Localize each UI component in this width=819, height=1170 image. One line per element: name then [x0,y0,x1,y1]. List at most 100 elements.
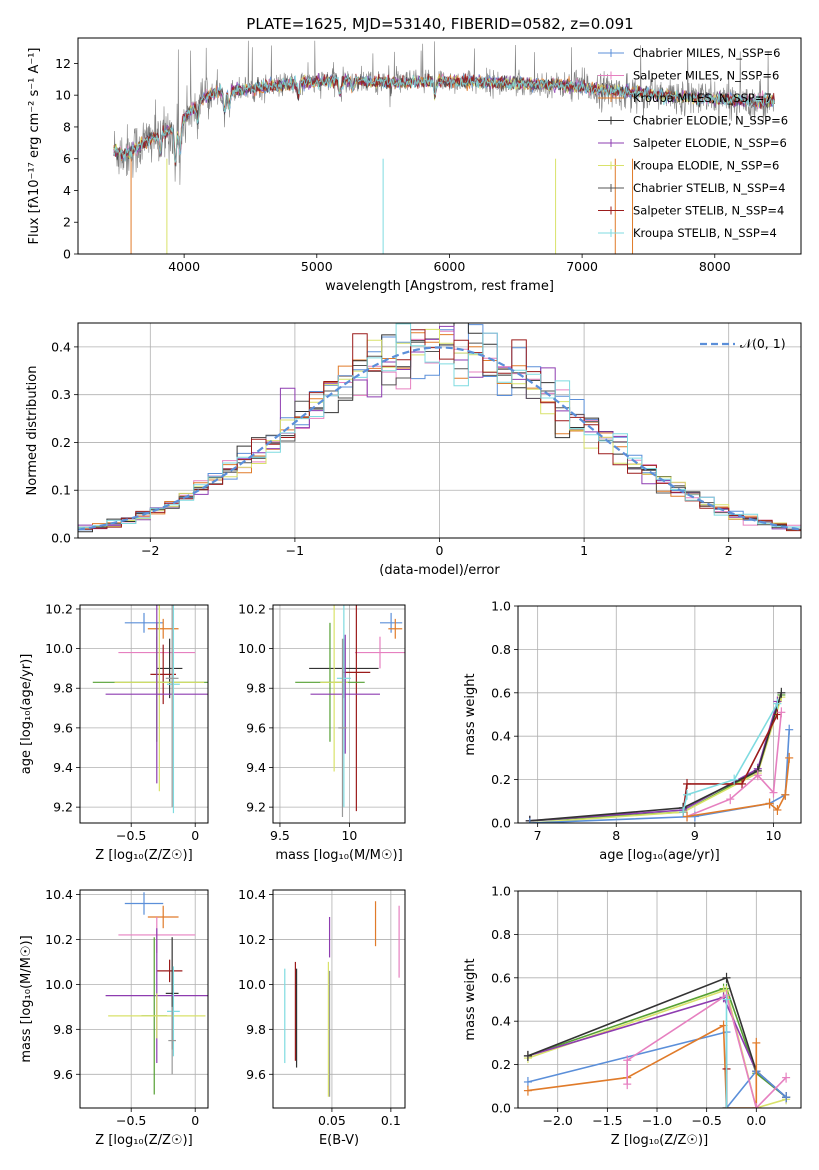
y-tick-label: 10.4 [238,887,266,902]
y-tick-label: 0.0 [51,531,71,546]
gaussian-curve [78,346,801,531]
residual-histogram [78,329,801,532]
plot-area [525,687,794,823]
weight-line [529,692,783,822]
x-tick-label: −1.0 [642,1113,672,1128]
y-tick-label: 4 [63,183,71,198]
y-tick-label: 10 [55,88,71,103]
y-tick-label: 0.2 [491,1057,511,1072]
legend-label: Salpeter ELODIE, N_SSP=6 [633,136,787,150]
plot-area [284,901,400,1097]
plot-area [523,972,791,1108]
y-tick-label: 10.4 [45,887,73,902]
y-tick-label: 1.0 [491,599,511,614]
y-tick-label: 1.0 [491,884,511,899]
weight-line [529,701,779,822]
legend-label: Kroupa ELODIE, N_SSP=6 [633,159,779,173]
weight-line [527,1024,758,1108]
x-tick-label: 0 [191,828,199,843]
y-tick-label: 0.2 [51,435,71,450]
legend-gaussian-label: 𝒩(0, 1) [740,336,786,351]
plot-area [105,892,208,1095]
x-tick-label: 9 [691,828,699,843]
y-tick-label: 0.3 [51,387,71,402]
x-axis-label: wavelength [Angstrom, rest frame] [325,279,554,294]
residuals-panel: −2 −1 0 1 2 0.0 0.1 0.2 0.3 0.4 (data-model)/error… [25,322,802,578]
plot-area [92,605,208,814]
y-tick-label: 10.0 [238,641,266,656]
legend-label: Salpeter STELIB, N_SSP=4 [633,204,784,218]
x-tick-label: −1.5 [592,1113,622,1128]
weight-line [529,694,783,822]
y-tick-label: 10.2 [238,932,266,947]
y-tick-label: 10.0 [238,977,266,992]
x-tick-label: 0 [191,1113,199,1128]
y-axis-label: Normed distribution [25,366,40,496]
age-vs-mass-panel: 9.5 10 9.2 9.4 9.6 9.8 10.0 10.2 mass [log₁₀(M/M… [238,601,406,863]
y-tick-label: 0.0 [491,1101,511,1116]
y-tick-label: 9.8 [246,1022,266,1037]
y-tick-label: 10.0 [45,977,73,992]
x-tick-label: 8 [612,828,620,843]
x-axis-label: Z [log₁₀(Z/Z☉)] [611,1133,708,1148]
y-tick-label: 9.8 [53,681,73,696]
plot-area [78,323,801,533]
residual-histogram [78,328,801,531]
figure-title: PLATE=1625, MJD=53140, FIBERID=0582, z=0… [246,15,633,33]
x-tick-label: −2.0 [543,1113,573,1128]
x-axis-label: age [log₁₀(age/yr)] [599,848,720,863]
x-tick-label: −0.5 [116,1113,146,1128]
x-axis-label: Z [log₁₀(Z/Z☉)] [95,1133,192,1148]
axes-frame [79,889,209,1109]
y-tick-label: 0.0 [491,816,511,831]
legend-label: Chabrier MILES, N_SSP=6 [633,46,780,60]
weight-line [527,1030,787,1108]
x-tick-label: 6000 [434,259,466,274]
y-axis-label: mass [log₁₀(M/M☉)] [19,935,34,1062]
weight-vs-metallicity-panel: −2.0 −1.5 −1.0 −0.5 0.0 0.0 0.2 0.4 0.6 0.8 1.0 Z [… [463,884,802,1148]
y-tick-label: 8 [63,119,71,134]
y-tick-label: 9.2 [53,800,73,815]
y-tick-label: 9.6 [53,1067,73,1082]
y-tick-label: 0.6 [491,685,511,700]
model-spectrum-line [113,74,775,163]
x-axis-label: Z [log₁₀(Z/Z☉)] [95,848,192,863]
y-tick-label: 9.8 [246,681,266,696]
axes-frame [272,889,406,1109]
y-tick-label: 0 [63,247,71,262]
x-tick-label: −1 [286,543,304,558]
x-tick-label: 1 [580,543,588,558]
x-tick-label: 0.05 [318,1113,346,1128]
x-tick-label: 2 [725,543,733,558]
y-tick-label: 12 [55,56,71,71]
y-tick-label: 6 [63,151,71,166]
y-tick-label: 9.6 [246,1067,266,1082]
legend-label: Kroupa MILES, N_SSP=7 [633,91,772,105]
axes-frame [517,605,802,824]
mass-vs-metallicity-panel: −0.5 0 9.6 9.8 10.0 10.2 10.4 Z [log₁₀(Z/Z☉)] ma… [19,887,209,1148]
y-tick-label: 10.2 [45,601,73,616]
legend-label: Chabrier ELODIE, N_SSP=6 [633,114,788,128]
y-axis-label: mass weight [463,673,478,755]
y-tick-label: 9.6 [246,720,266,735]
x-tick-label: 10 [341,828,357,843]
y-tick-label: 0.8 [491,927,511,942]
age-vs-metallicity-panel: −0.5 0 9.2 9.4 9.6 9.8 10.0 10.2 Z [log₁₀(Z/Z☉)]… [19,601,209,863]
mass-vs-extinction-panel: 0.05 0.1 9.6 9.8 10.0 10.2 10.4 E(B-V) [238,887,406,1148]
y-axis-label: mass weight [463,958,478,1040]
x-axis-label: E(B-V) [319,1133,359,1148]
legend-label: Chabrier STELIB, N_SSP=4 [633,181,785,195]
x-axis-label: mass [log₁₀(M/M☉)] [275,848,402,863]
legend-label: Salpeter MILES, N_SSP=6 [633,69,779,83]
y-tick-label: 9.6 [53,720,73,735]
axes-frame [79,604,209,824]
y-tick-label: 9.8 [53,1022,73,1037]
x-axis-label: (data-model)/error [379,563,500,578]
x-tick-label: 9.5 [270,828,290,843]
y-tick-label: 2 [63,215,71,230]
weight-line [529,696,783,823]
y-tick-label: 10.0 [45,641,73,656]
axes-frame [272,604,406,824]
x-tick-label: 7 [534,828,542,843]
y-axis-label: Flux [fλ10⁻¹⁷ erg cm⁻² s⁻¹ A⁻¹] [27,48,42,245]
